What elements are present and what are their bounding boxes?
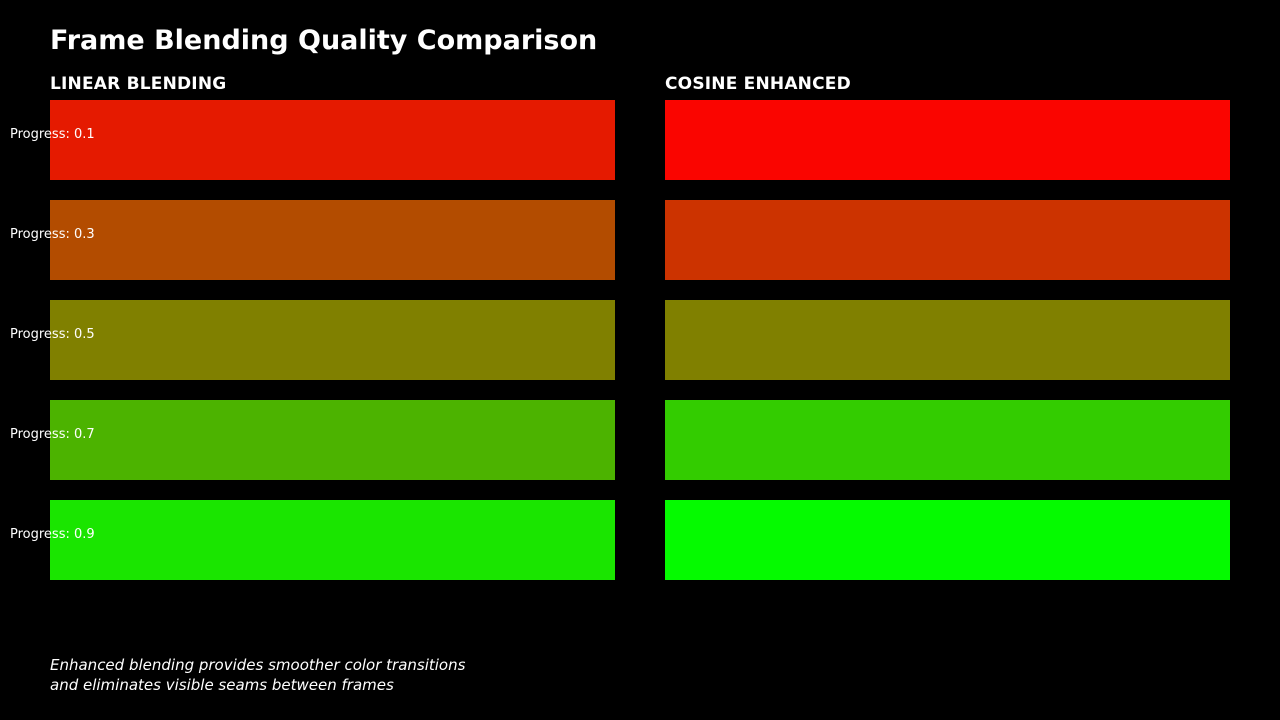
progress-label: Progress: 0.7 — [10, 427, 95, 442]
footnote: Enhanced blending provides smoother colo… — [50, 655, 465, 695]
footnote-line-1: Enhanced blending provides smoother colo… — [50, 656, 466, 674]
cosine-swatch — [665, 100, 1230, 180]
progress-label: Progress: 0.3 — [10, 227, 95, 242]
cosine-swatch — [665, 200, 1230, 280]
linear-swatch — [50, 500, 615, 580]
progress-label: Progress: 0.5 — [10, 327, 95, 342]
linear-swatch — [50, 200, 615, 280]
cosine-swatch — [665, 300, 1230, 380]
cosine-enhanced-heading: COSINE ENHANCED — [665, 74, 851, 94]
linear-swatch — [50, 400, 615, 480]
cosine-swatch — [665, 400, 1230, 480]
cosine-swatch — [665, 500, 1230, 580]
page-title: Frame Blending Quality Comparison — [50, 25, 598, 56]
linear-swatch — [50, 100, 615, 180]
progress-label: Progress: 0.1 — [10, 127, 95, 142]
linear-blending-heading: LINEAR BLENDING — [50, 74, 227, 94]
progress-label: Progress: 0.9 — [10, 527, 95, 542]
linear-swatch — [50, 300, 615, 380]
footnote-line-2: and eliminates visible seams between fra… — [50, 676, 394, 694]
